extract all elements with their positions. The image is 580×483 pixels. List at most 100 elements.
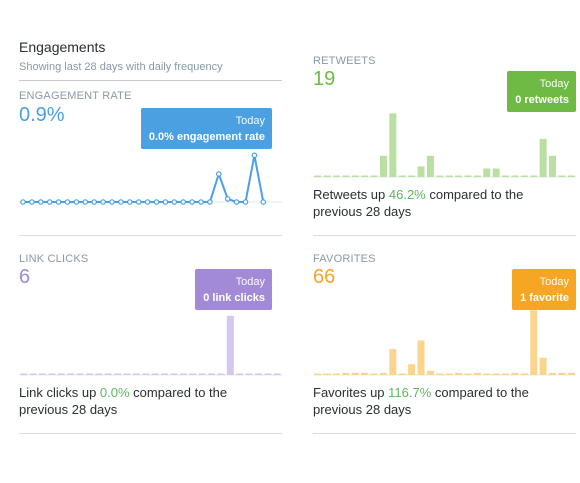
link-clicks-bar-27[interactable]	[264, 373, 272, 376]
retweets-bar-12[interactable]	[417, 166, 425, 177]
link-clicks-bar-23[interactable]	[226, 315, 234, 375]
retweets-bar-16[interactable]	[455, 175, 463, 178]
link-clicks-bar-19[interactable]	[189, 373, 197, 376]
engagement-rate-point-1[interactable]	[20, 199, 26, 205]
engagement-rate-point-23[interactable]	[216, 171, 222, 177]
link-clicks-bar-28[interactable]	[273, 373, 281, 376]
link-clicks-bar-8[interactable]	[85, 373, 93, 376]
link-clicks-bar-chart[interactable]	[19, 245, 282, 433]
link-clicks-card[interactable]: LINK CLICKS 6 Today 0 link clicks Link c…	[19, 245, 282, 433]
engagement-rate-point-17[interactable]	[162, 199, 169, 205]
engagement-rate-point-14[interactable]	[135, 199, 142, 205]
retweets-bar-23[interactable]	[520, 175, 528, 178]
engagement-rate-point-20[interactable]	[189, 199, 195, 205]
favorites-bar-10[interactable]	[398, 373, 406, 376]
retweets-bar-27[interactable]	[558, 175, 566, 178]
link-clicks-bar-15[interactable]	[151, 373, 159, 376]
engagement-rate-point-27[interactable]	[251, 152, 258, 159]
retweets-bar-5[interactable]	[351, 175, 359, 178]
retweets-card[interactable]: RETWEETS 19 Today 0 retweets Retweets up…	[313, 46, 576, 236]
retweets-bar-13[interactable]	[426, 155, 434, 177]
engagement-rate-point-16[interactable]	[153, 199, 160, 205]
engagement-rate-point-24[interactable]	[224, 196, 231, 202]
engagement-rate-point-4[interactable]	[46, 199, 53, 205]
retweets-bar-3[interactable]	[332, 175, 340, 178]
retweets-bar-21[interactable]	[502, 175, 510, 178]
retweets-bar-4[interactable]	[342, 175, 350, 178]
link-clicks-bar-4[interactable]	[48, 373, 56, 376]
engagement-rate-point-19[interactable]	[180, 199, 187, 205]
engagement-rate-point-18[interactable]	[171, 199, 178, 205]
link-clicks-bar-24[interactable]	[236, 373, 244, 376]
favorites-card[interactable]: FAVORITES 66 Today 1 favorite Favorites …	[313, 245, 576, 433]
retweets-bar-9[interactable]	[389, 113, 397, 177]
link-clicks-bar-11[interactable]	[114, 373, 122, 376]
favorites-bar-3[interactable]	[332, 373, 340, 376]
retweets-bar-7[interactable]	[370, 175, 378, 178]
link-clicks-bar-14[interactable]	[142, 373, 150, 376]
link-clicks-bar-26[interactable]	[255, 373, 263, 376]
retweets-bar-25[interactable]	[539, 138, 547, 177]
retweets-bar-20[interactable]	[492, 168, 500, 177]
link-clicks-bar-3[interactable]	[38, 373, 46, 376]
retweets-bar-26[interactable]	[549, 155, 557, 177]
favorites-bar-9[interactable]	[389, 349, 397, 375]
link-clicks-bar-20[interactable]	[198, 373, 206, 376]
engagement-rate-point-9[interactable]	[91, 199, 98, 205]
engagement-rate-point-8[interactable]	[82, 199, 89, 205]
favorites-bar-17[interactable]	[464, 373, 472, 376]
favorites-bar-16[interactable]	[455, 372, 463, 375]
link-clicks-bar-9[interactable]	[95, 373, 103, 376]
favorites-bar-22[interactable]	[511, 372, 519, 375]
engagement-rate-point-21[interactable]	[198, 199, 204, 205]
engagement-rate-point-11[interactable]	[109, 199, 115, 205]
favorites-bar-21[interactable]	[502, 373, 510, 376]
favorites-bar-26[interactable]	[549, 372, 557, 375]
retweets-bar-8[interactable]	[379, 155, 387, 177]
engagement-rate-point-22[interactable]	[207, 199, 213, 205]
favorites-bar-13[interactable]	[426, 370, 434, 375]
link-clicks-bar-1[interactable]	[20, 373, 28, 376]
engagement-rate-point-28[interactable]	[260, 199, 267, 205]
favorites-bar-27[interactable]	[558, 372, 566, 375]
engagement-rate-point-7[interactable]	[73, 199, 80, 205]
engagement-rate-point-3[interactable]	[37, 199, 44, 205]
engagement-rate-point-12[interactable]	[118, 199, 124, 205]
retweets-bar-chart[interactable]	[313, 46, 576, 236]
favorites-bar-24[interactable]	[530, 310, 538, 375]
favorites-bar-8[interactable]	[379, 372, 387, 375]
retweets-bar-19[interactable]	[483, 168, 491, 177]
engagement-rate-line-chart[interactable]	[19, 80, 282, 236]
favorites-bar-14[interactable]	[436, 373, 444, 376]
retweets-bar-15[interactable]	[445, 175, 453, 178]
link-clicks-bar-16[interactable]	[161, 373, 169, 376]
favorites-bar-4[interactable]	[342, 372, 350, 375]
engagement-rate-point-15[interactable]	[144, 199, 151, 205]
link-clicks-bar-2[interactable]	[29, 373, 37, 376]
retweets-bar-11[interactable]	[408, 175, 416, 178]
favorites-bar-19[interactable]	[483, 373, 491, 376]
retweets-bar-2[interactable]	[323, 175, 331, 178]
favorites-bar-11[interactable]	[408, 364, 416, 375]
retweets-bar-10[interactable]	[398, 175, 406, 178]
favorites-bar-2[interactable]	[323, 373, 331, 376]
retweets-bar-22[interactable]	[511, 175, 519, 178]
engagement-rate-card[interactable]: ENGAGEMENT RATE 0.9% Today 0.0% engageme…	[19, 80, 282, 236]
favorites-bar-1[interactable]	[314, 373, 322, 376]
favorites-bar-20[interactable]	[492, 373, 500, 376]
favorites-bar-5[interactable]	[351, 372, 359, 375]
favorites-bar-23[interactable]	[520, 373, 528, 376]
engagement-rate-point-2[interactable]	[29, 199, 35, 205]
engagement-rate-point-13[interactable]	[127, 199, 133, 205]
favorites-bar-18[interactable]	[473, 372, 481, 375]
retweets-bar-17[interactable]	[464, 175, 472, 178]
engagement-rate-point-5[interactable]	[55, 199, 62, 205]
link-clicks-bar-13[interactable]	[132, 373, 140, 376]
retweets-bar-14[interactable]	[436, 175, 444, 178]
engagement-rate-point-10[interactable]	[100, 199, 106, 205]
retweets-bar-1[interactable]	[314, 175, 322, 178]
retweets-bar-28[interactable]	[567, 175, 575, 178]
retweets-bar-6[interactable]	[361, 175, 369, 178]
retweets-bar-24[interactable]	[530, 175, 538, 178]
link-clicks-bar-21[interactable]	[208, 373, 216, 376]
